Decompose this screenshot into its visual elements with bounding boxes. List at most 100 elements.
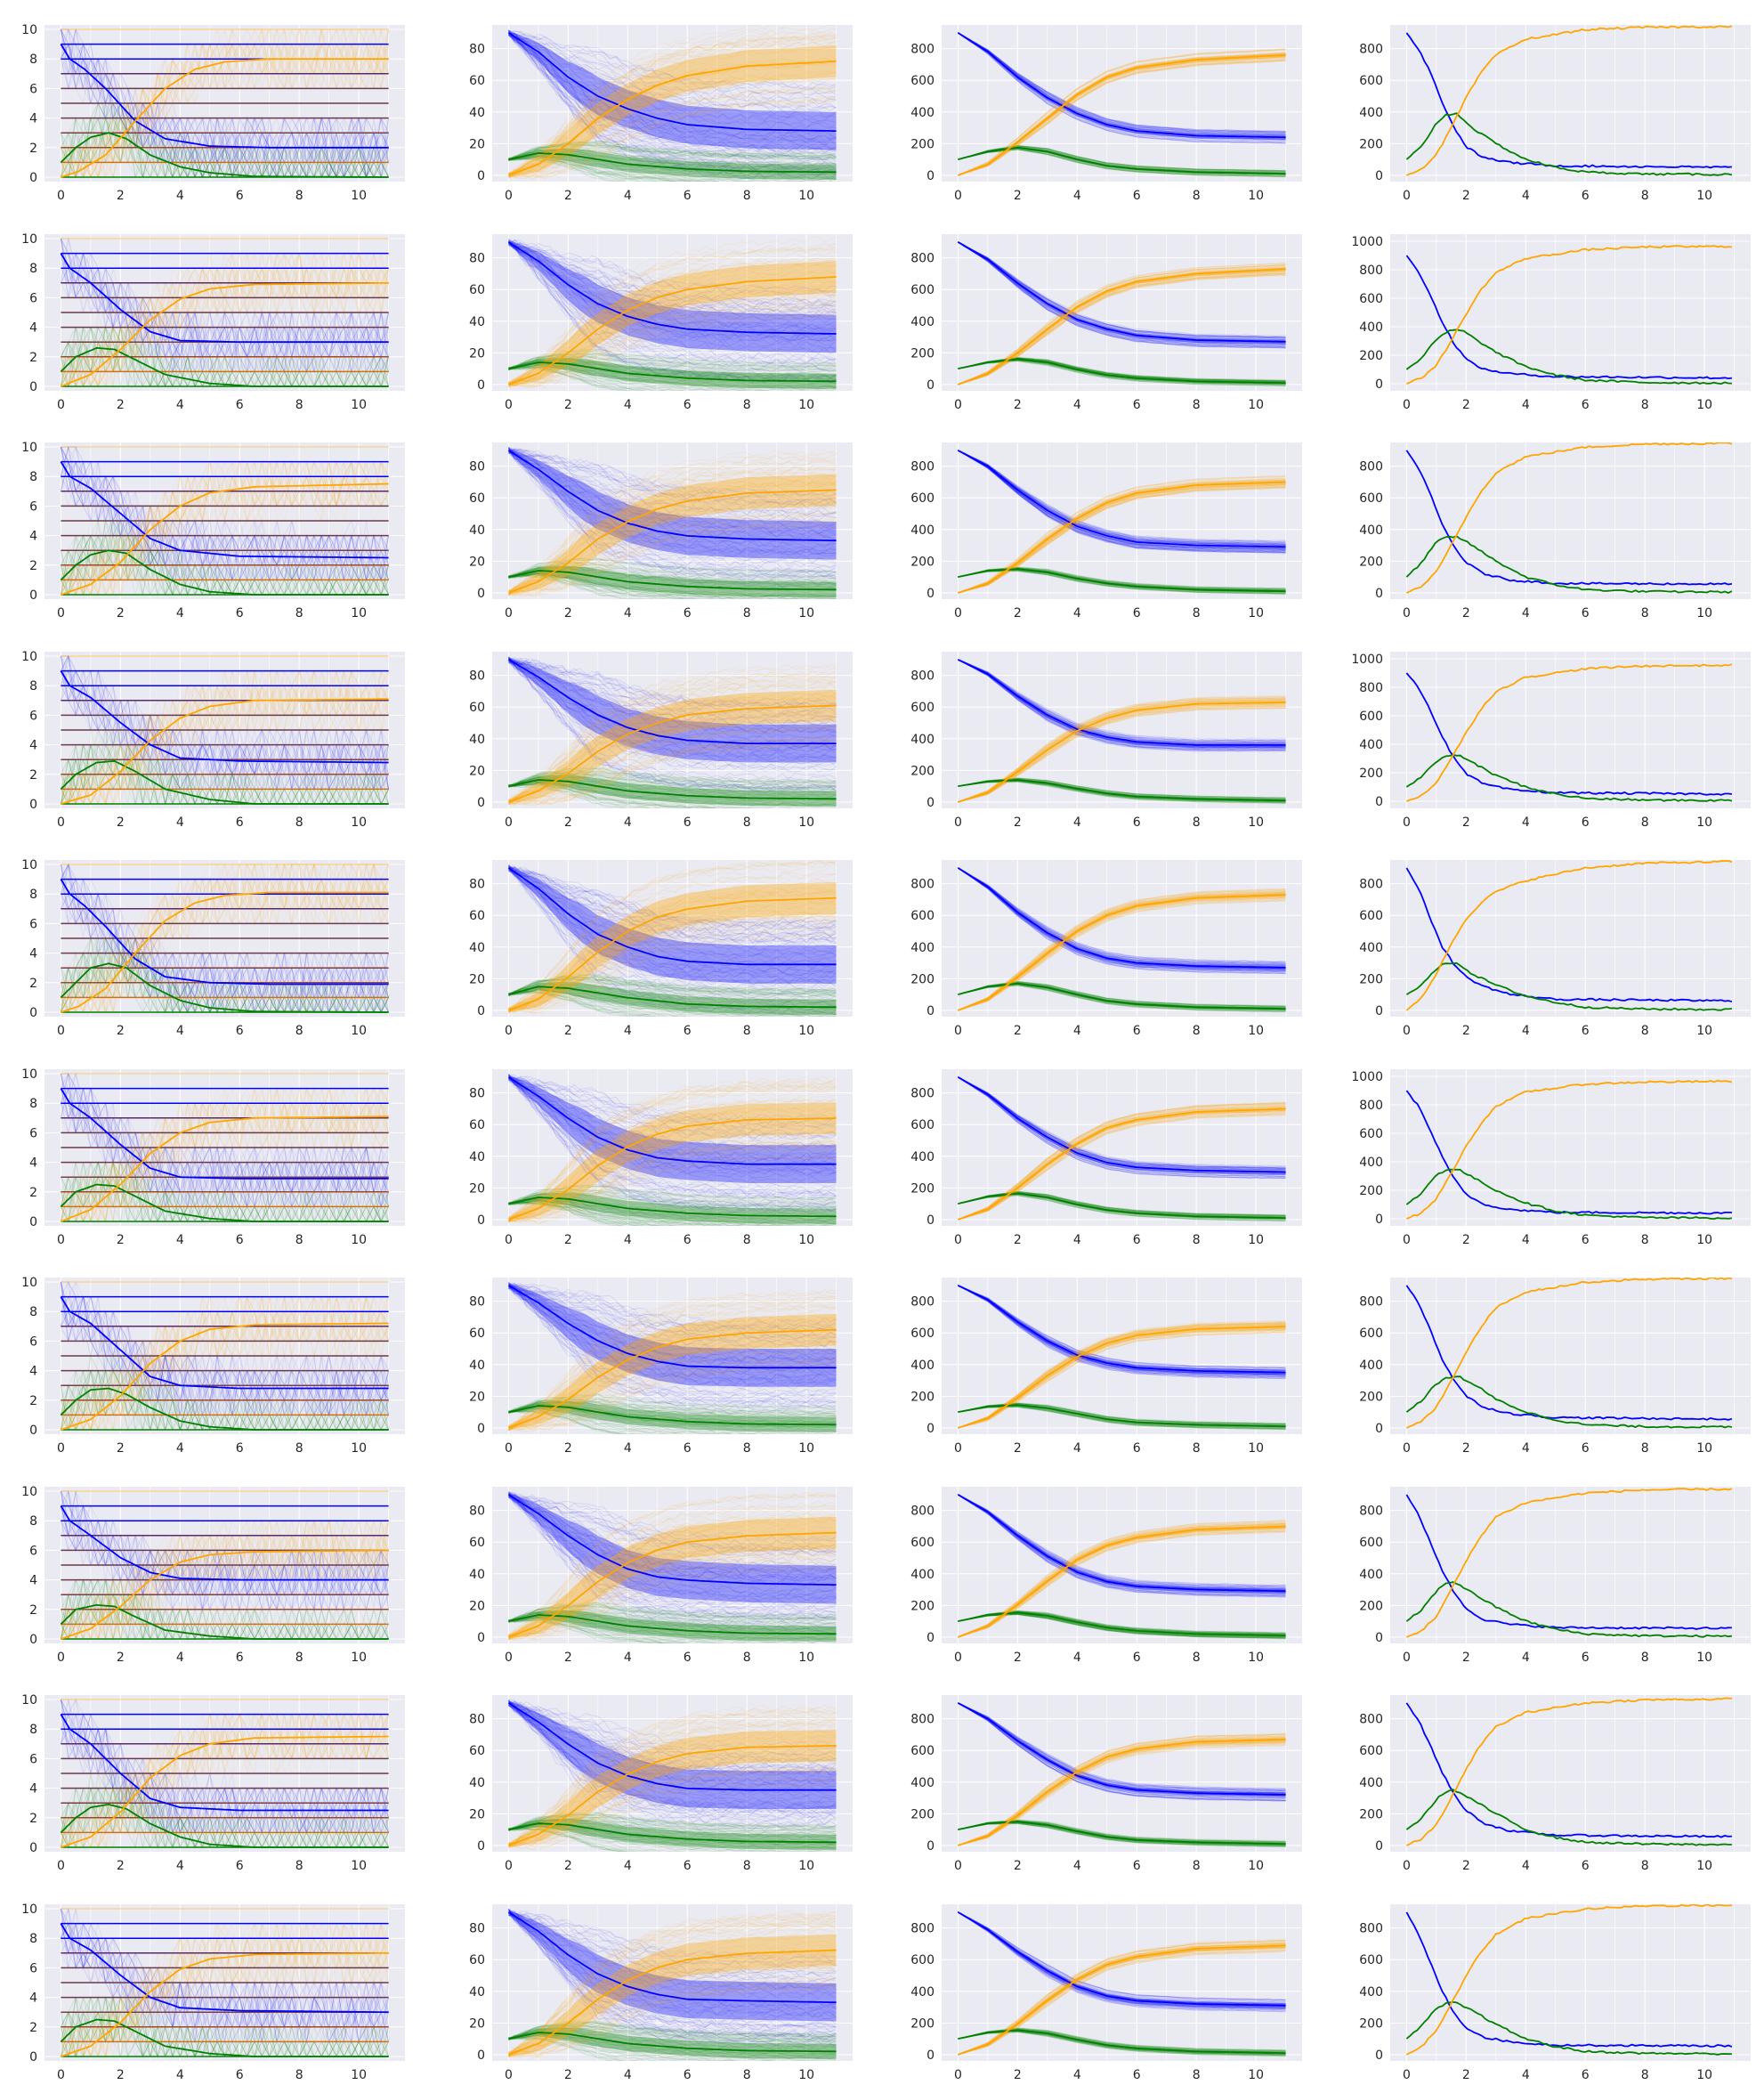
x-tick-label: 10 [1248, 398, 1264, 412]
y-tick-label: 10 [21, 1067, 37, 1081]
trajectory-line [958, 32, 1286, 142]
trajectory-line [958, 1613, 1286, 1639]
y-tick-label: 800 [910, 460, 935, 475]
trajectory-line [508, 773, 837, 791]
trajectory-line [958, 867, 1286, 964]
series-line-infected [60, 759, 389, 805]
series-line-infected [60, 1387, 389, 1431]
trajectory-line [508, 661, 837, 793]
trajectory-line [508, 566, 837, 585]
x-tick-label: 4 [624, 398, 632, 412]
trajectory-line [958, 867, 1286, 967]
y-tick-label: 20 [469, 137, 485, 151]
trajectory-line [508, 572, 837, 599]
trajectory-line [508, 28, 837, 176]
trajectory-line [508, 683, 837, 802]
trajectory-line [958, 567, 1286, 590]
trajectory-line [507, 28, 837, 169]
trajectory-line [508, 1282, 837, 1339]
trajectory-line [958, 867, 1286, 974]
trajectory-line [958, 1403, 1286, 1426]
trajectory-line [508, 85, 837, 178]
trajectory-line [958, 891, 1286, 1011]
trajectory-line [958, 1284, 1286, 1377]
trajectory-line [958, 1320, 1286, 1429]
y-tick-label: 40 [469, 523, 485, 538]
y-tick-label: 6 [29, 1544, 37, 1558]
series-line-infected [958, 1192, 1286, 1219]
trajectory-line [958, 32, 1286, 135]
trajectory-line [508, 1075, 837, 1148]
trajectory-line [508, 561, 837, 578]
x-tick-label: 6 [684, 1441, 692, 1456]
trajectory-line [508, 557, 837, 578]
trajectory-line [958, 1075, 1286, 1170]
trajectory-line [958, 1113, 1286, 1220]
trajectory-line [958, 55, 1286, 176]
trajectory-line [508, 1119, 837, 1221]
trajectory-line [508, 35, 837, 179]
trajectory-line [508, 238, 837, 337]
trajectory-line [508, 870, 837, 970]
trajectory-line [508, 777, 837, 797]
trajectory-line [958, 1114, 1286, 1220]
y-tick-label: 800 [910, 878, 935, 892]
trajectory-line [508, 1409, 631, 1434]
trajectory-line [958, 450, 1286, 554]
trajectory-line [508, 449, 837, 497]
y-tick-label: 40 [469, 1149, 485, 1164]
trajectory-line [958, 450, 1286, 546]
trajectory-line [508, 680, 837, 800]
trajectory-line [508, 657, 837, 760]
trajectory-line [508, 241, 837, 306]
trajectory-line [958, 1526, 1286, 1638]
trajectory-line [508, 1492, 837, 1638]
trajectory-line [508, 1403, 837, 1424]
trajectory-line [508, 977, 837, 996]
trajectory-line [958, 478, 1286, 594]
trajectory-line [508, 905, 837, 1012]
trajectory-line [508, 675, 837, 800]
trajectory-line [508, 1517, 837, 1636]
trajectory-line [958, 483, 1286, 594]
trajectory-line [508, 1139, 837, 1221]
trajectory-line [958, 697, 1286, 802]
trajectory-line [958, 1285, 1286, 1377]
y-tick-label: 0 [927, 1630, 935, 1644]
trajectory-line [958, 240, 1286, 346]
trajectory-line [508, 1496, 837, 1602]
trajectory-line [958, 867, 1286, 974]
x-tick-label: 0 [954, 189, 962, 203]
trajectory-line [508, 1288, 837, 1427]
trajectory-line [508, 1322, 837, 1426]
trajectory-line [958, 1493, 1286, 1591]
trajectory-line [958, 566, 1286, 589]
trajectory-line [508, 975, 837, 994]
trajectory-line [508, 1099, 837, 1218]
trajectory-line [958, 272, 1286, 385]
trajectory-line [958, 1285, 1286, 1378]
trajectory-line [508, 361, 837, 385]
y-tick-label: 200 [1359, 137, 1383, 151]
trajectory-line [508, 1076, 837, 1155]
trajectory-line [508, 1511, 837, 1639]
trajectory-line [508, 1618, 713, 1643]
y-tick-label: 400 [1359, 738, 1383, 752]
trajectory-line [958, 984, 1286, 1010]
trajectory-line [508, 451, 837, 550]
y-tick-label: 8 [29, 888, 37, 902]
trajectory-line [958, 240, 1286, 338]
trajectory-line [958, 450, 1286, 550]
trajectory-line [508, 892, 837, 1012]
trajectory-line [958, 32, 1286, 135]
trajectory-line [508, 77, 837, 177]
trajectory-line [508, 1075, 837, 1159]
trajectory-line [958, 449, 1286, 553]
trajectory-line [507, 33, 837, 175]
trajectory-line [958, 479, 1286, 594]
trajectory-line [508, 568, 837, 588]
trajectory-line [958, 984, 1286, 1011]
